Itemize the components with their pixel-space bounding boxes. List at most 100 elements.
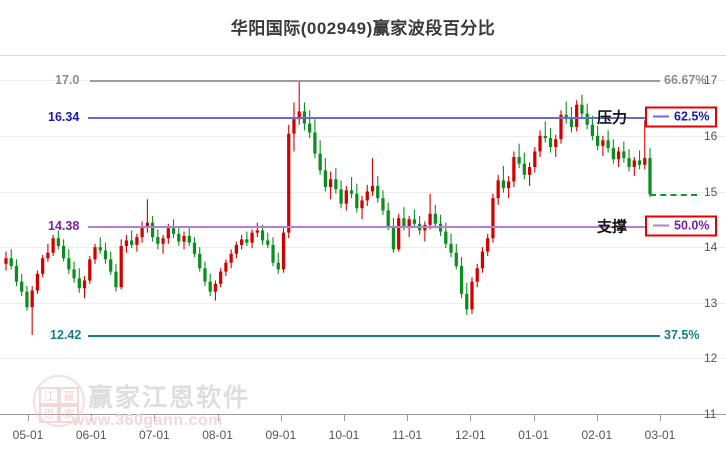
candle-body <box>4 258 8 264</box>
candle-body <box>124 240 129 247</box>
candle-body <box>370 185 375 192</box>
level-percent-label: 62.5% <box>645 106 718 128</box>
candle-body <box>648 158 652 195</box>
candle-body <box>475 268 479 282</box>
candle-body <box>428 213 432 225</box>
x-axis-tick-mark <box>344 415 345 421</box>
candle-body <box>213 283 218 292</box>
x-axis-tick-mark <box>154 415 156 421</box>
candle-body <box>203 268 207 282</box>
level-color-swatch <box>653 224 669 227</box>
candle-body <box>239 239 244 245</box>
candle-body <box>103 250 108 260</box>
gridline <box>0 358 726 360</box>
candle-body <box>339 189 343 204</box>
y-axis-tick-label: 17 <box>704 73 718 88</box>
x-axis-tick-mark <box>533 415 535 421</box>
candle-body <box>297 111 301 120</box>
candle-body <box>88 259 92 281</box>
candle-body <box>386 210 390 226</box>
candle-body <box>266 240 270 245</box>
candle-body <box>637 160 642 165</box>
candle-body <box>109 259 113 272</box>
candle-body <box>501 180 506 189</box>
candle-body <box>82 280 87 289</box>
candle-body <box>470 281 474 310</box>
candle-body <box>51 238 55 253</box>
candle-body <box>166 228 170 239</box>
candle-body <box>344 190 348 204</box>
candle-body <box>14 266 19 282</box>
candle-body <box>198 253 202 269</box>
x-axis-tick-mark <box>280 415 282 421</box>
candle-body <box>41 258 45 274</box>
candle-body <box>260 230 265 241</box>
candle-body <box>538 135 542 152</box>
candle-body <box>569 119 574 127</box>
candle-body <box>224 262 228 272</box>
candle-body <box>355 193 359 209</box>
candle-body <box>30 290 34 308</box>
y-axis-tick-label: 11 <box>704 407 717 421</box>
candle-body <box>454 252 458 267</box>
y-axis-tick-label: 13 <box>704 295 718 310</box>
candle-body <box>580 104 584 114</box>
candle-body <box>407 219 411 226</box>
candle-body <box>187 236 191 243</box>
candle-body <box>459 266 464 294</box>
candle-body <box>292 119 296 134</box>
x-axis-tick-label: 10-01 <box>328 428 360 442</box>
level-percent-label: 50.0% <box>645 215 718 237</box>
candle-body <box>533 151 537 168</box>
candle-body <box>611 148 615 160</box>
candle-body <box>360 200 364 209</box>
candle-body <box>135 237 139 245</box>
x-axis-tick-label: 08-01 <box>202 428 233 442</box>
level-line-625 <box>88 116 660 119</box>
candle-body <box>20 281 24 292</box>
candle-body <box>328 179 333 188</box>
level-cn-label-support: 支撑 <box>597 218 628 236</box>
candle-body <box>334 179 338 190</box>
candle-body <box>606 140 610 149</box>
x-axis-tick-label: 01-01 <box>518 428 549 442</box>
candle-body <box>548 138 553 147</box>
x-axis-tick-label: 02-01 <box>581 428 613 442</box>
plot-top-border <box>0 55 726 56</box>
candle-body <box>67 258 71 270</box>
candle-body <box>171 228 176 234</box>
candlestick-series <box>4 81 652 336</box>
candle-body <box>496 180 500 199</box>
candle-body <box>229 253 233 263</box>
x-axis-tick-mark <box>596 415 598 421</box>
candle-body <box>119 246 123 288</box>
level-percent-label: 66.67% <box>664 73 707 88</box>
gridline <box>0 247 726 249</box>
candle-body <box>391 225 396 250</box>
candle-body <box>402 218 406 226</box>
candle-body <box>323 170 328 188</box>
candle-body <box>156 237 160 244</box>
candle-body <box>412 219 417 224</box>
candle-body <box>245 239 249 243</box>
x-axis-tick-label: 06-01 <box>75 428 107 442</box>
candle-body <box>627 158 631 168</box>
candle-body <box>93 247 97 260</box>
candle-body <box>507 181 511 189</box>
candle-body <box>35 273 40 291</box>
x-axis-tick-mark <box>217 415 219 421</box>
candle-body <box>365 191 369 201</box>
candle-body <box>585 113 589 125</box>
candle-body <box>643 158 647 165</box>
candle-body <box>234 244 238 254</box>
candle-body <box>150 222 155 238</box>
candle-body <box>349 190 354 194</box>
x-axis-tick-label: 03-01 <box>644 428 676 442</box>
candle-body <box>444 231 448 244</box>
x-axis-tick-label: 09-01 <box>265 428 297 442</box>
candle-body <box>376 185 380 199</box>
level-percent-label: 37.5% <box>664 328 700 342</box>
candle-body <box>397 218 401 250</box>
y-axis-tick-label: 14 <box>704 240 718 255</box>
level-percent-text: 62.5% <box>674 109 710 124</box>
